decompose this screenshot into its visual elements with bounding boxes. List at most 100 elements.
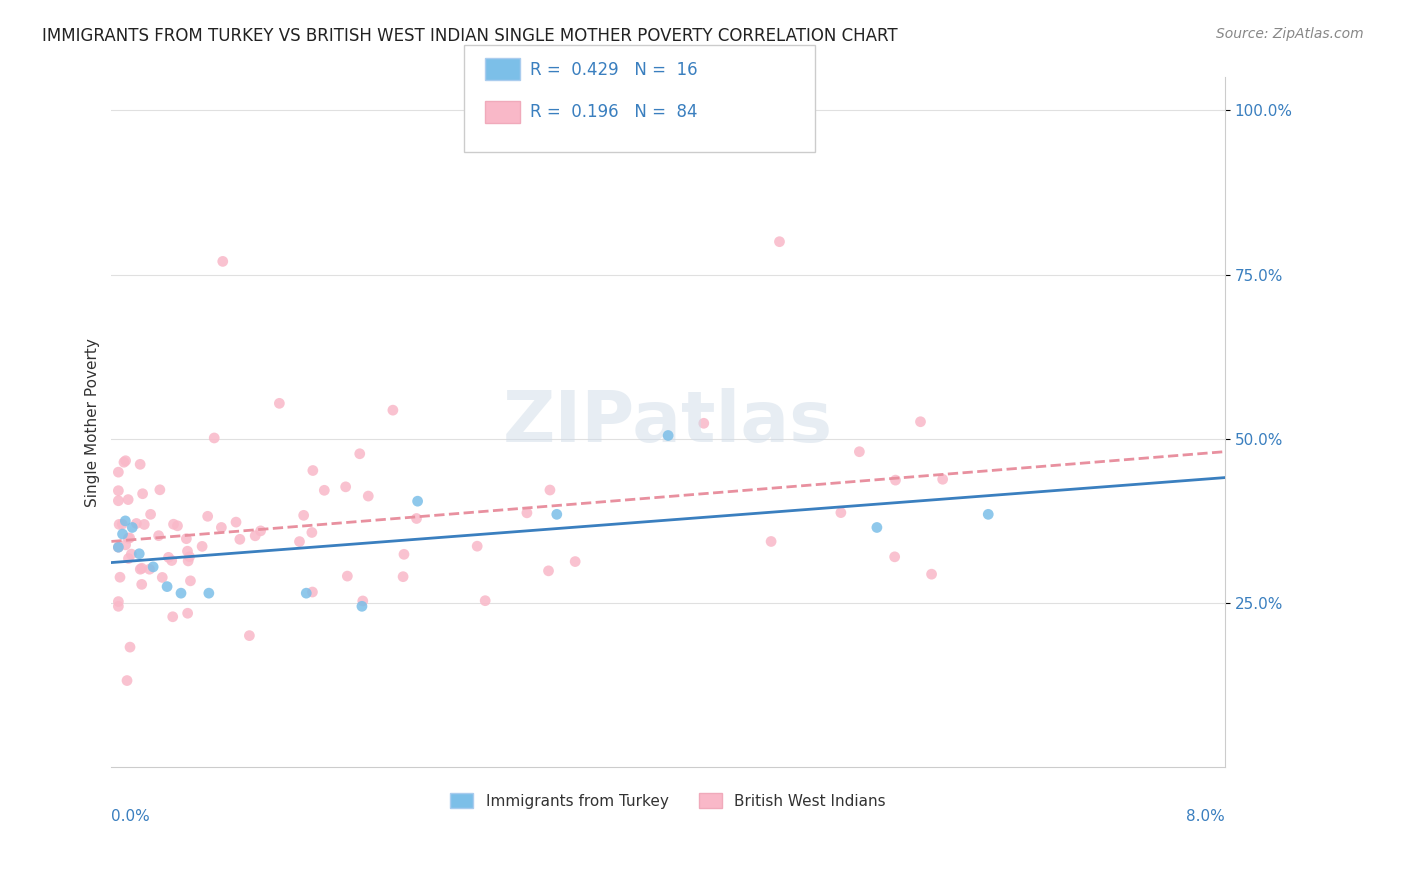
- Text: ZIPatlas: ZIPatlas: [503, 388, 834, 457]
- Point: [357, 489, 380, 503]
- Point: [336, 569, 359, 583]
- Point: [392, 570, 415, 584]
- Point: [759, 534, 782, 549]
- Point: [866, 520, 889, 534]
- Point: [134, 517, 156, 532]
- Point: [883, 549, 905, 564]
- Point: [288, 534, 311, 549]
- Point: [148, 529, 170, 543]
- Point: [474, 593, 496, 607]
- Point: [405, 511, 427, 525]
- Point: [112, 455, 135, 469]
- Text: R =  0.429   N =  16: R = 0.429 N = 16: [530, 61, 697, 78]
- Point: [179, 574, 201, 588]
- Point: [160, 553, 183, 567]
- Point: [107, 599, 129, 614]
- Point: [179, 549, 201, 564]
- Point: [176, 544, 198, 558]
- Point: [150, 570, 173, 584]
- Point: [107, 540, 129, 554]
- Point: [111, 527, 134, 541]
- Point: [129, 458, 152, 472]
- Point: [314, 483, 336, 498]
- Point: [921, 567, 943, 582]
- Point: [118, 531, 141, 545]
- Point: [295, 586, 318, 600]
- Point: [114, 514, 136, 528]
- Point: [177, 554, 200, 568]
- Point: [111, 517, 134, 532]
- Text: 0.0%: 0.0%: [111, 809, 150, 823]
- Point: [693, 417, 716, 431]
- Point: [352, 594, 374, 608]
- Point: [142, 560, 165, 574]
- Point: [117, 492, 139, 507]
- Text: R =  0.196   N =  84: R = 0.196 N = 84: [530, 103, 697, 121]
- Point: [131, 487, 153, 501]
- Point: [118, 640, 141, 654]
- Point: [301, 525, 323, 540]
- Point: [381, 403, 404, 417]
- Point: [225, 515, 247, 529]
- Point: [546, 508, 568, 522]
- Text: IMMIGRANTS FROM TURKEY VS BRITISH WEST INDIAN SINGLE MOTHER POVERTY CORRELATION : IMMIGRANTS FROM TURKEY VS BRITISH WEST I…: [42, 27, 898, 45]
- Point: [128, 547, 150, 561]
- Point: [538, 483, 561, 497]
- Point: [170, 586, 193, 600]
- Point: [162, 609, 184, 624]
- Point: [238, 629, 260, 643]
- Point: [121, 520, 143, 534]
- Point: [292, 508, 315, 523]
- Point: [176, 532, 198, 546]
- Point: [406, 494, 429, 508]
- Text: 8.0%: 8.0%: [1187, 809, 1225, 823]
- Point: [335, 480, 357, 494]
- Point: [107, 594, 129, 608]
- Legend: Immigrants from Turkey, British West Indians: Immigrants from Turkey, British West Ind…: [444, 787, 891, 814]
- Point: [349, 447, 371, 461]
- Point: [107, 540, 129, 554]
- Point: [162, 517, 184, 532]
- Point: [198, 586, 221, 600]
- Y-axis label: Single Mother Poverty: Single Mother Poverty: [86, 338, 100, 507]
- Point: [249, 524, 271, 538]
- Point: [516, 506, 538, 520]
- Point: [120, 547, 142, 561]
- Point: [229, 533, 252, 547]
- Point: [245, 529, 267, 543]
- Point: [129, 562, 152, 576]
- Point: [117, 551, 139, 566]
- Point: [131, 561, 153, 575]
- Point: [115, 673, 138, 688]
- Point: [977, 508, 1000, 522]
- Point: [537, 564, 560, 578]
- Point: [931, 472, 953, 486]
- Point: [350, 599, 373, 614]
- Point: [108, 570, 131, 584]
- Point: [176, 606, 198, 620]
- Point: [131, 577, 153, 591]
- Point: [156, 580, 179, 594]
- Point: [657, 428, 679, 442]
- Point: [269, 396, 291, 410]
- Point: [302, 463, 325, 477]
- Point: [125, 516, 148, 531]
- Point: [848, 444, 870, 458]
- Point: [202, 431, 225, 445]
- Point: [301, 585, 323, 599]
- Point: [768, 235, 790, 249]
- Point: [108, 517, 131, 532]
- Text: Source: ZipAtlas.com: Source: ZipAtlas.com: [1216, 27, 1364, 41]
- Point: [149, 483, 172, 497]
- Point: [139, 508, 162, 522]
- Point: [117, 531, 139, 545]
- Point: [138, 562, 160, 576]
- Point: [910, 415, 932, 429]
- Point: [107, 465, 129, 479]
- Point: [884, 473, 907, 487]
- Point: [211, 254, 233, 268]
- Point: [465, 539, 488, 553]
- Point: [157, 550, 180, 565]
- Point: [114, 454, 136, 468]
- Point: [114, 538, 136, 552]
